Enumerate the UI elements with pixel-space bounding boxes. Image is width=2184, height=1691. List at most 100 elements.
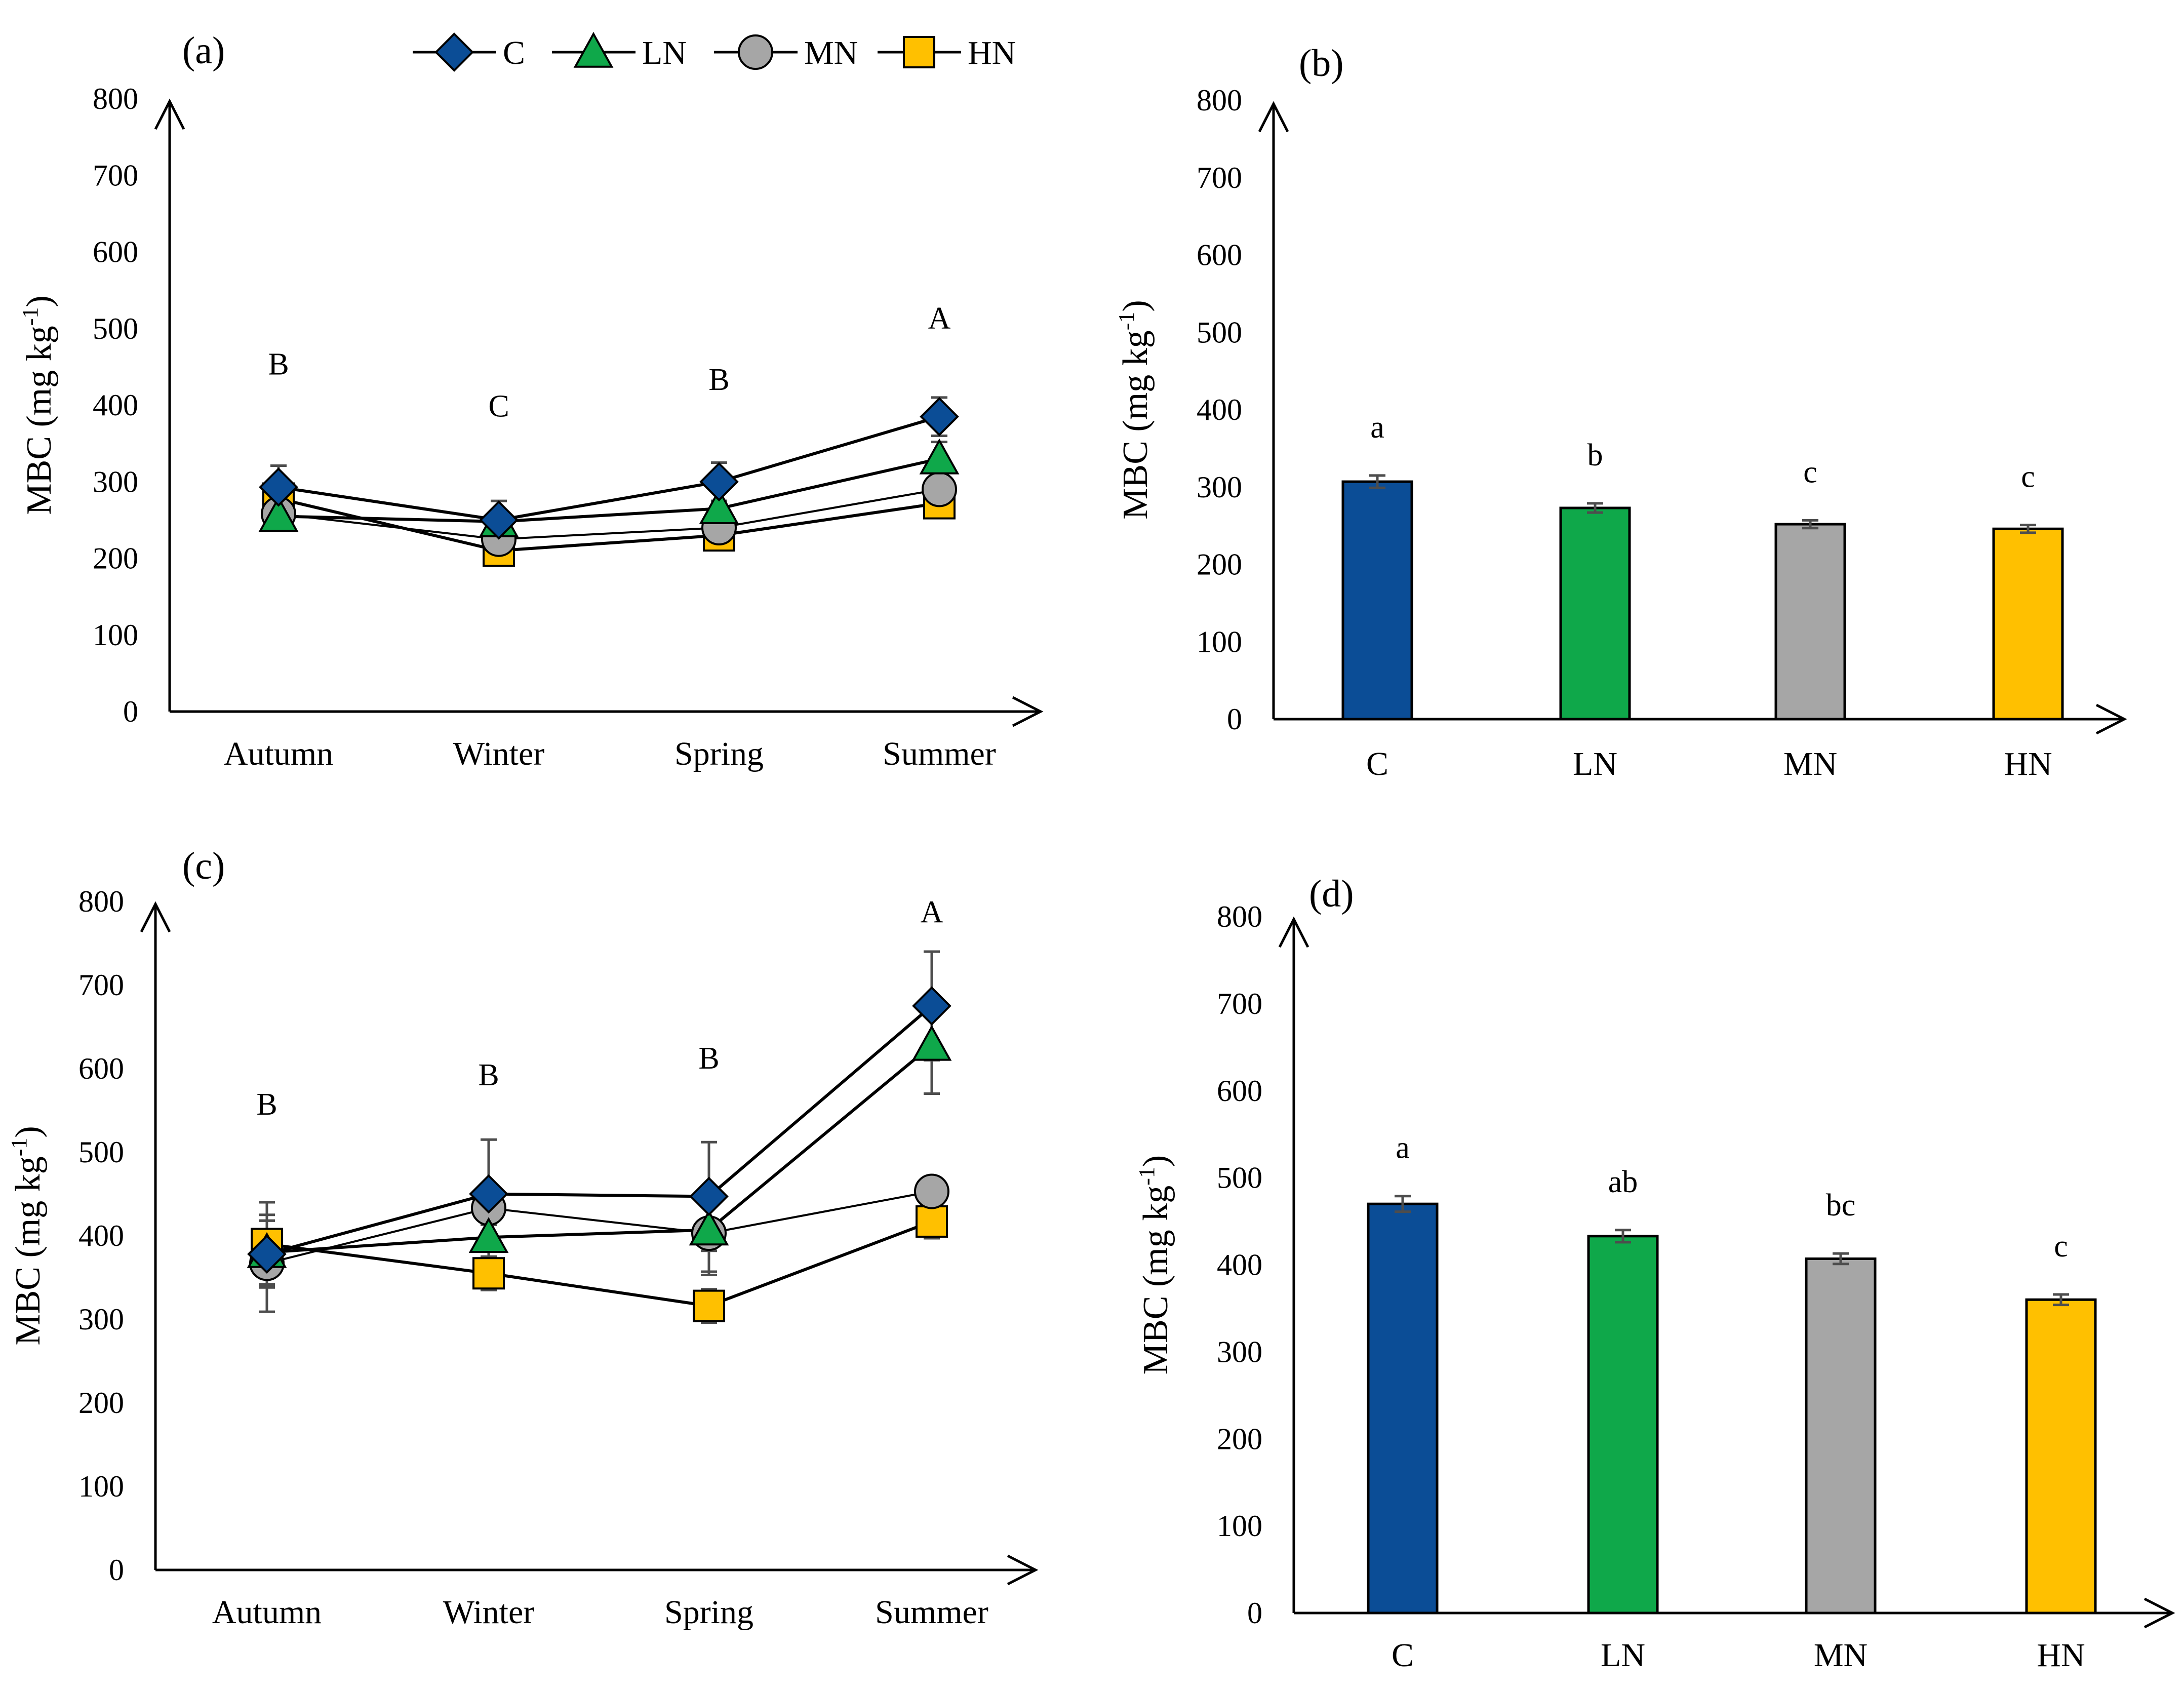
legend-marker-mn [738, 34, 773, 70]
panel-label: (d) [1309, 873, 1354, 915]
y-tick-label: 600 [1197, 239, 1242, 272]
x-category-label: MN [1783, 745, 1837, 782]
x-category-label: Autumn [224, 735, 333, 772]
y-tick-label: 500 [1217, 1161, 1262, 1195]
y-axis-arrow [140, 901, 171, 933]
y-axis-title: MBC (mg kg-1) [7, 1126, 48, 1345]
data-point-c [479, 500, 519, 540]
y-tick-label: 400 [78, 1219, 124, 1252]
data-point-c [689, 1176, 729, 1216]
x-category-label: Winter [443, 1594, 535, 1631]
x-category-label: Summer [883, 735, 996, 772]
data-point-ln [919, 438, 960, 475]
significance-letter: B [256, 1087, 277, 1122]
y-tick-label: 0 [123, 695, 138, 728]
y-tick-label: 200 [78, 1386, 124, 1420]
bar-ln [1587, 1235, 1659, 1615]
x-axis-arrow [1012, 696, 1044, 727]
significance-letter: C [488, 389, 509, 424]
y-tick-label: 100 [1217, 1509, 1262, 1543]
y-tick-label: 100 [1197, 625, 1242, 658]
y-tick-label: 400 [93, 388, 138, 422]
legend-marker-ln [573, 31, 614, 68]
y-tick-label: 400 [1217, 1248, 1262, 1282]
x-category-label: C [1392, 1637, 1414, 1674]
significance-letter: bc [1826, 1188, 1856, 1223]
significance-letter: c [2054, 1229, 2068, 1264]
legend-label-hn: HN [968, 34, 1016, 71]
significance-letter: a [1396, 1131, 1410, 1165]
y-axis-title: MBC (mg kg-1) [1134, 1155, 1175, 1374]
x-category-label: Spring [674, 735, 764, 772]
data-point-ln [258, 496, 299, 532]
data-point-mn [914, 1173, 949, 1209]
panel-a: 0 100 200 300 400 500 600 700 800 Autumn Winter Spr… [18, 29, 1044, 772]
bar-ln [1559, 506, 1631, 721]
data-point-hn [472, 1257, 505, 1290]
data-point-c [699, 462, 739, 502]
y-tick-label: 800 [1197, 84, 1242, 117]
significance-letter: ab [1608, 1165, 1638, 1199]
y-tick-label: 200 [93, 542, 138, 575]
data-point-c [920, 397, 959, 437]
bar-hn [2025, 1298, 2097, 1615]
series-line-c [266, 1004, 933, 1256]
x-category-label: Autumn [212, 1594, 322, 1631]
significance-letter: A [921, 895, 943, 929]
data-point-c [247, 1234, 287, 1274]
bar-mn [1805, 1257, 1877, 1615]
significance-letter: B [708, 363, 729, 397]
y-tick-label: 300 [78, 1303, 124, 1336]
x-category-label: C [1366, 745, 1388, 782]
data-point-ln [468, 1217, 509, 1253]
legend-label-c: C [503, 34, 525, 71]
y-tick-label: 0 [1227, 702, 1242, 736]
x-axis-arrow [2143, 1597, 2175, 1629]
y-axis-title: MBC (mg kg-1) [18, 295, 59, 515]
x-category-label: HN [2037, 1637, 2085, 1674]
y-tick-label: 500 [78, 1135, 124, 1169]
legend: C LN MN HN [413, 31, 1016, 72]
significance-letter: b [1587, 438, 1603, 473]
significance-letter: a [1370, 410, 1384, 445]
data-point-c [259, 467, 298, 507]
data-point-mn [922, 471, 957, 507]
data-point-c [912, 986, 951, 1026]
legend-marker-hn [903, 36, 935, 68]
y-tick-label: 0 [1247, 1596, 1262, 1630]
y-axis-arrow [1258, 101, 1289, 133]
y-tick-label: 300 [93, 465, 138, 498]
series-line-mn [278, 488, 940, 540]
x-category-label: LN [1601, 1637, 1645, 1674]
y-tick-label: 200 [1217, 1422, 1262, 1456]
x-axis-arrow [1007, 1554, 1039, 1586]
legend-marker-c [434, 32, 474, 72]
data-point-ln [689, 1209, 729, 1246]
y-tick-label: 500 [93, 312, 138, 345]
legend-label-ln: LN [642, 34, 687, 71]
y-tick-label: 200 [1197, 548, 1242, 581]
bar-hn [1992, 527, 2064, 721]
x-category-label: MN [1814, 1637, 1868, 1674]
data-point-c [469, 1174, 508, 1214]
series-line-ln [266, 1044, 933, 1254]
x-category-label: HN [2004, 745, 2052, 782]
y-tick-label: 700 [93, 159, 138, 192]
series-line-hn [266, 1220, 933, 1308]
data-point-hn [693, 1289, 725, 1322]
panel-label: (a) [182, 29, 225, 72]
x-category-label: Summer [875, 1594, 988, 1631]
y-tick-label: 400 [1197, 393, 1242, 426]
bar-mn [1774, 523, 1846, 721]
data-point-ln [699, 488, 739, 524]
panel-c: 0 100 200 300 400 500 600 700 800 Autumn Winter Spr… [7, 845, 1039, 1631]
y-tick-label: 600 [93, 235, 138, 269]
y-tick-label: 700 [1197, 161, 1242, 194]
series-line-ln [278, 457, 940, 523]
legend-label-mn: MN [804, 34, 858, 71]
y-tick-label: 700 [1217, 987, 1262, 1020]
data-point-hn [916, 1205, 948, 1238]
y-tick-label: 600 [1217, 1074, 1262, 1108]
significance-letter: c [1803, 455, 1817, 489]
